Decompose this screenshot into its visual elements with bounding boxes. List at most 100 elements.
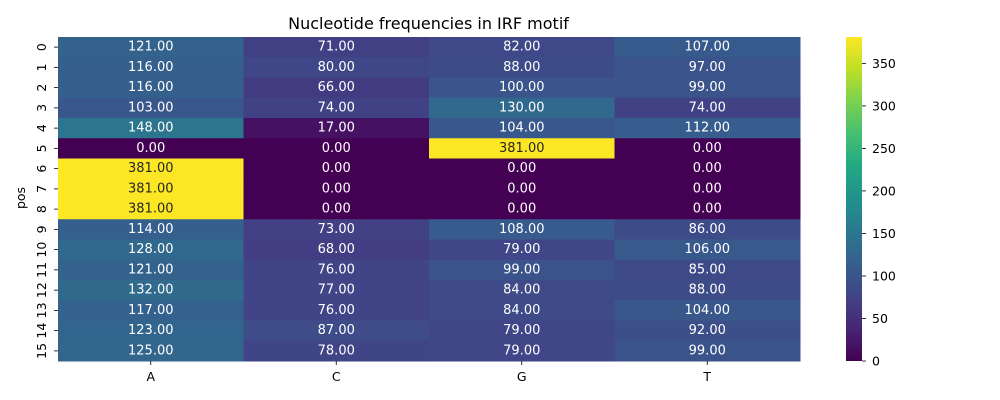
heatmap-cell bbox=[243, 259, 430, 281]
cell-value-label: 381.00 bbox=[128, 202, 174, 217]
heatmap-cell bbox=[614, 118, 801, 139]
x-tick-label: T bbox=[702, 369, 711, 384]
y-tick-label: 13 bbox=[34, 302, 49, 318]
y-axis-label: pos bbox=[13, 187, 28, 209]
cell-value-label: 125.00 bbox=[128, 343, 174, 358]
cell-value-label: 0.00 bbox=[693, 202, 722, 217]
cell-value-label: 0.00 bbox=[322, 161, 351, 176]
cell-value-label: 114.00 bbox=[128, 222, 174, 237]
cell-value-label: 0.00 bbox=[693, 181, 722, 196]
cell-value-label: 381.00 bbox=[128, 181, 174, 196]
y-tick-label: 7 bbox=[34, 185, 49, 193]
cell-value-label: 84.00 bbox=[503, 303, 540, 318]
heatmap-cell bbox=[614, 340, 801, 362]
cell-value-label: 106.00 bbox=[685, 242, 731, 257]
heatmap-cell bbox=[58, 178, 244, 200]
colorbar-tick-label: 200 bbox=[872, 183, 896, 198]
heatmap-cell bbox=[614, 178, 801, 200]
cell-value-label: 88.00 bbox=[689, 283, 726, 298]
heatmap-cell bbox=[429, 57, 615, 78]
heatmap-cell bbox=[429, 320, 615, 342]
heatmap-cell bbox=[614, 300, 801, 321]
y-tick-label: 4 bbox=[34, 124, 49, 132]
cell-value-label: 121.00 bbox=[128, 262, 174, 277]
colorbar-tick-label: 300 bbox=[872, 98, 896, 113]
cell-value-label: 0.00 bbox=[322, 141, 351, 156]
colorbar-ticks: 0 50 100 150 200 250 300 350 bbox=[862, 56, 896, 369]
cell-value-label: 17.00 bbox=[318, 121, 355, 136]
heatmap-cell bbox=[243, 300, 430, 321]
heatmap-cell bbox=[58, 138, 244, 159]
cell-value-label: 0.00 bbox=[507, 202, 536, 217]
y-tick-label: 9 bbox=[34, 225, 49, 233]
heatmap-cell bbox=[429, 340, 615, 362]
heatmap-cell bbox=[58, 97, 244, 119]
heatmap-cell bbox=[243, 138, 430, 159]
cell-value-label: 381.00 bbox=[499, 141, 545, 156]
cell-value-label: 82.00 bbox=[503, 40, 540, 55]
heatmap-cell bbox=[58, 57, 244, 78]
cell-value-label: 0.00 bbox=[693, 141, 722, 156]
cell-value-label: 112.00 bbox=[685, 121, 731, 136]
heatmap-cells bbox=[58, 37, 801, 362]
y-tick-label: 12 bbox=[34, 282, 49, 298]
heatmap-cell bbox=[58, 320, 244, 342]
cell-value-label: 76.00 bbox=[318, 262, 355, 277]
heatmap-cell bbox=[614, 280, 801, 301]
heatmap-cell bbox=[243, 77, 430, 99]
heatmap-cell bbox=[58, 239, 244, 261]
cell-value-label: 100.00 bbox=[499, 80, 545, 95]
heatmap-cell bbox=[614, 138, 801, 159]
cell-value-label: 79.00 bbox=[503, 343, 540, 358]
y-tick-label: 8 bbox=[34, 205, 49, 213]
colorbar-tick-label: 0 bbox=[872, 354, 880, 369]
heatmap-cell bbox=[58, 219, 244, 240]
heatmap-cell bbox=[614, 320, 801, 342]
heatmap-cell bbox=[614, 77, 801, 99]
y-tick-label: 3 bbox=[34, 104, 49, 112]
cell-value-label: 73.00 bbox=[318, 222, 355, 237]
cell-value-label: 107.00 bbox=[685, 40, 731, 55]
y-tick-label: 2 bbox=[34, 84, 49, 92]
heatmap-cell bbox=[614, 219, 801, 240]
heatmap-cell bbox=[58, 300, 244, 321]
heatmap-cell bbox=[429, 239, 615, 261]
heatmap-cell bbox=[243, 178, 430, 200]
chart-title: Nucleotide frequencies in IRF motif bbox=[288, 14, 569, 33]
y-tick-label: 6 bbox=[34, 165, 49, 173]
y-tick-label: 0 bbox=[34, 43, 49, 51]
cell-value-labels: 121.00 71.00 82.00 107.00 116.00 80.00 88.00 97… bbox=[128, 40, 730, 359]
cell-value-label: 99.00 bbox=[503, 262, 540, 277]
cell-value-label: 74.00 bbox=[318, 100, 355, 115]
y-tick-label: 5 bbox=[34, 144, 49, 152]
heatmap-cell bbox=[429, 97, 615, 119]
y-tick-label: 1 bbox=[34, 63, 49, 71]
heatmap-cell bbox=[58, 280, 244, 301]
cell-value-label: 104.00 bbox=[499, 121, 545, 136]
heatmap-cell bbox=[58, 199, 244, 220]
cell-value-label: 128.00 bbox=[128, 242, 174, 257]
cell-value-label: 116.00 bbox=[128, 80, 174, 95]
cell-value-label: 79.00 bbox=[503, 323, 540, 338]
cell-value-label: 0.00 bbox=[693, 161, 722, 176]
cell-value-label: 66.00 bbox=[318, 80, 355, 95]
heatmap-cell bbox=[429, 259, 615, 281]
cell-value-label: 117.00 bbox=[128, 303, 174, 318]
colorbar bbox=[846, 37, 862, 361]
cell-value-label: 86.00 bbox=[689, 222, 726, 237]
cell-value-label: 68.00 bbox=[318, 242, 355, 257]
heatmap-cell bbox=[429, 77, 615, 99]
cell-value-label: 0.00 bbox=[136, 141, 165, 156]
heatmap-cell bbox=[429, 178, 615, 200]
cell-value-label: 0.00 bbox=[507, 161, 536, 176]
heatmap-cell bbox=[58, 158, 244, 180]
heatmap-cell bbox=[58, 118, 244, 139]
cell-value-label: 123.00 bbox=[128, 323, 174, 338]
cell-value-label: 104.00 bbox=[685, 303, 731, 318]
colorbar-tick-label: 350 bbox=[872, 56, 896, 71]
y-tick-label: 15 bbox=[34, 343, 49, 359]
cell-value-label: 92.00 bbox=[689, 323, 726, 338]
